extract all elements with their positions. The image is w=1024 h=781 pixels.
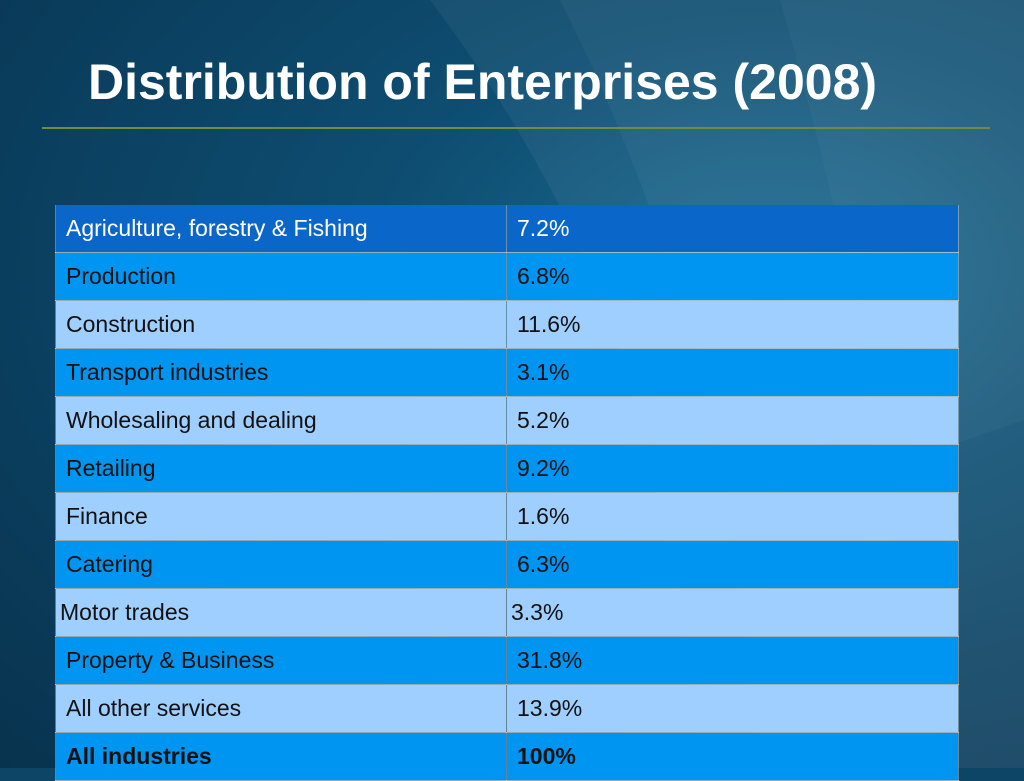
table-row-total: All industries 100% (55, 732, 959, 781)
share-cell: 13.9% (506, 684, 959, 733)
table-row: Construction 11.6% (55, 300, 959, 349)
share-cell: 6.8% (506, 252, 959, 301)
industry-cell: Retailing (55, 444, 507, 493)
enterprise-distribution-table: Agriculture, forestry & Fishing 7.2% Pro… (55, 205, 959, 781)
industry-cell: Finance (55, 492, 507, 541)
industry-cell: All industries (55, 732, 507, 781)
table-row: Wholesaling and dealing 5.2% (55, 396, 959, 445)
share-cell: 5.2% (506, 396, 959, 445)
table-row: Catering 6.3% (55, 540, 959, 589)
share-cell: 31.8% (506, 636, 959, 685)
industry-cell: Motor trades (55, 588, 507, 637)
slide-title: Distribution of Enterprises (2008) (88, 54, 878, 110)
share-cell: 3.3% (506, 588, 959, 637)
share-cell: 11.6% (506, 300, 959, 349)
share-cell: 6.3% (506, 540, 959, 589)
share-cell: 9.2% (506, 444, 959, 493)
table-row: Agriculture, forestry & Fishing 7.2% (55, 205, 959, 253)
table-row: Motor trades 3.3% (55, 588, 959, 637)
table-row: Finance 1.6% (55, 492, 959, 541)
share-cell: 100% (506, 732, 959, 781)
share-cell: 1.6% (506, 492, 959, 541)
industry-cell: All other services (55, 684, 507, 733)
industry-cell: Construction (55, 300, 507, 349)
industry-cell: Transport industries (55, 348, 507, 397)
table-row: Production 6.8% (55, 252, 959, 301)
industry-cell: Catering (55, 540, 507, 589)
table-row: Property & Business 31.8% (55, 636, 959, 685)
share-cell: 3.1% (506, 348, 959, 397)
industry-cell: Wholesaling and dealing (55, 396, 507, 445)
industry-cell: Agriculture, forestry & Fishing (55, 205, 507, 253)
industry-cell: Production (55, 252, 507, 301)
share-cell: 7.2% (506, 205, 959, 253)
title-divider (42, 127, 990, 129)
industry-cell: Property & Business (55, 636, 507, 685)
table-row: Retailing 9.2% (55, 444, 959, 493)
table-row: All other services 13.9% (55, 684, 959, 733)
table-row: Transport industries 3.1% (55, 348, 959, 397)
